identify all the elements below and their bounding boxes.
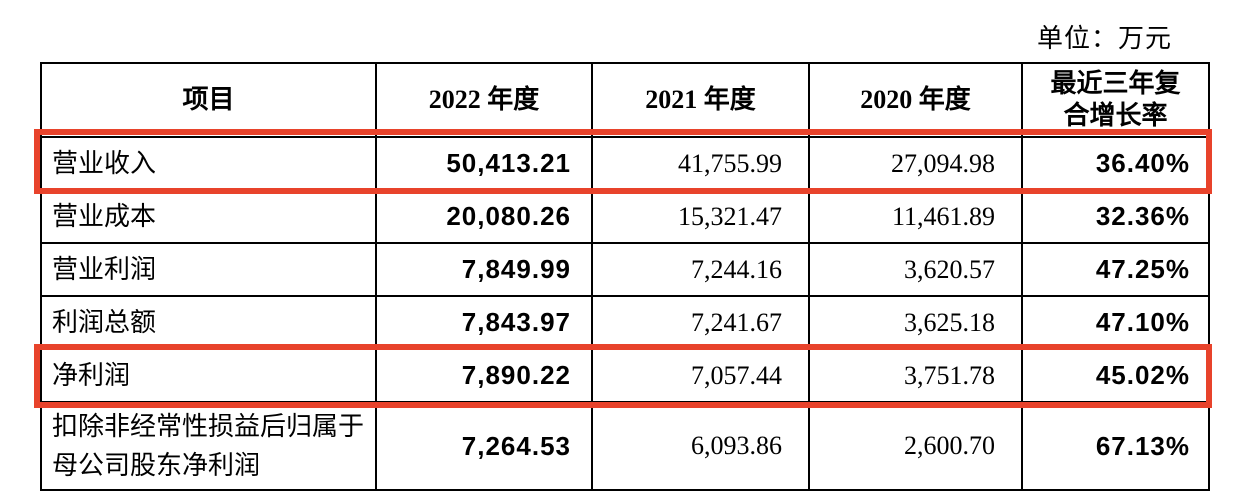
value-cagr: 47.25% [1021, 242, 1210, 297]
value-2022: 7,843.97 [375, 295, 593, 350]
header-2022: 2022 年度 [375, 62, 593, 138]
value-2020: 11,461.89 [808, 189, 1023, 244]
table-row-revenue: 营业收入 50,413.21 41,755.99 27,094.98 36.40… [40, 136, 1210, 191]
value-2022: 50,413.21 [375, 136, 593, 191]
row-label: 扣除非经常性损益后归属于母公司股东净利润 [40, 401, 377, 491]
table-row-cost: 营业成本 20,080.26 15,321.47 11,461.89 32.36… [40, 189, 1210, 244]
value-2020: 3,625.18 [808, 295, 1023, 350]
header-2021: 2021 年度 [591, 62, 810, 138]
value-2022: 7,849.99 [375, 242, 593, 297]
value-2022: 20,080.26 [375, 189, 593, 244]
table-row-operating-profit: 营业利润 7,849.99 7,244.16 3,620.57 47.25% [40, 242, 1210, 297]
row-label: 营业收入 [40, 136, 377, 191]
value-2021: 6,093.86 [591, 401, 810, 491]
row-label: 净利润 [40, 348, 377, 403]
value-2021: 7,241.67 [591, 295, 810, 350]
financial-summary-table: 项目 2022 年度 2021 年度 2020 年度 最近三年复合增长率 营业收… [40, 62, 1210, 491]
row-label: 利润总额 [40, 295, 377, 350]
value-2020: 3,620.57 [808, 242, 1023, 297]
table-row-total-profit: 利润总额 7,843.97 7,241.67 3,625.18 47.10% [40, 295, 1210, 350]
value-2021: 15,321.47 [591, 189, 810, 244]
unit-label: 单位：万元 [1036, 24, 1172, 53]
value-2020: 27,094.98 [808, 136, 1023, 191]
value-2021: 7,244.16 [591, 242, 810, 297]
row-label: 营业利润 [40, 242, 377, 297]
table-header-row: 项目 2022 年度 2021 年度 2020 年度 最近三年复合增长率 [40, 62, 1210, 138]
value-cagr: 67.13% [1021, 401, 1210, 491]
value-cagr: 45.02% [1021, 348, 1210, 403]
header-item: 项目 [40, 62, 377, 138]
header-2020: 2020 年度 [808, 62, 1023, 138]
value-cagr: 32.36% [1021, 189, 1210, 244]
value-2021: 7,057.44 [591, 348, 810, 403]
value-cagr: 47.10% [1021, 295, 1210, 350]
row-label: 营业成本 [40, 189, 377, 244]
table-row-deducted-net-profit: 扣除非经常性损益后归属于母公司股东净利润 7,264.53 6,093.86 2… [40, 401, 1210, 491]
value-2021: 41,755.99 [591, 136, 810, 191]
table-row-net-profit: 净利润 7,890.22 7,057.44 3,751.78 45.02% [40, 348, 1210, 403]
header-cagr: 最近三年复合增长率 [1021, 62, 1210, 138]
value-2020: 3,751.78 [808, 348, 1023, 403]
value-cagr: 36.40% [1021, 136, 1210, 191]
value-2022: 7,890.22 [375, 348, 593, 403]
value-2020: 2,600.70 [808, 401, 1023, 491]
value-2022: 7,264.53 [375, 401, 593, 491]
